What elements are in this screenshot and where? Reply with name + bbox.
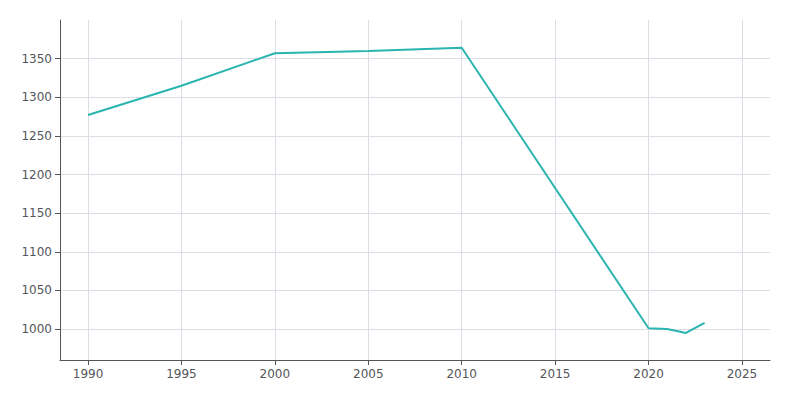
svg-text:1250: 1250 <box>21 129 52 143</box>
svg-text:2020: 2020 <box>633 367 664 381</box>
svg-text:1150: 1150 <box>21 206 52 220</box>
svg-text:2010: 2010 <box>446 367 477 381</box>
svg-text:1990: 1990 <box>73 367 104 381</box>
svg-text:2015: 2015 <box>540 367 571 381</box>
svg-text:1100: 1100 <box>21 245 52 259</box>
svg-text:1050: 1050 <box>21 283 52 297</box>
svg-text:2005: 2005 <box>353 367 384 381</box>
svg-text:1350: 1350 <box>21 52 52 66</box>
svg-text:2025: 2025 <box>727 367 758 381</box>
svg-text:2000: 2000 <box>260 367 291 381</box>
svg-text:1200: 1200 <box>21 168 52 182</box>
svg-text:1995: 1995 <box>166 367 197 381</box>
svg-text:1000: 1000 <box>21 322 52 336</box>
svg-text:1300: 1300 <box>21 90 52 104</box>
